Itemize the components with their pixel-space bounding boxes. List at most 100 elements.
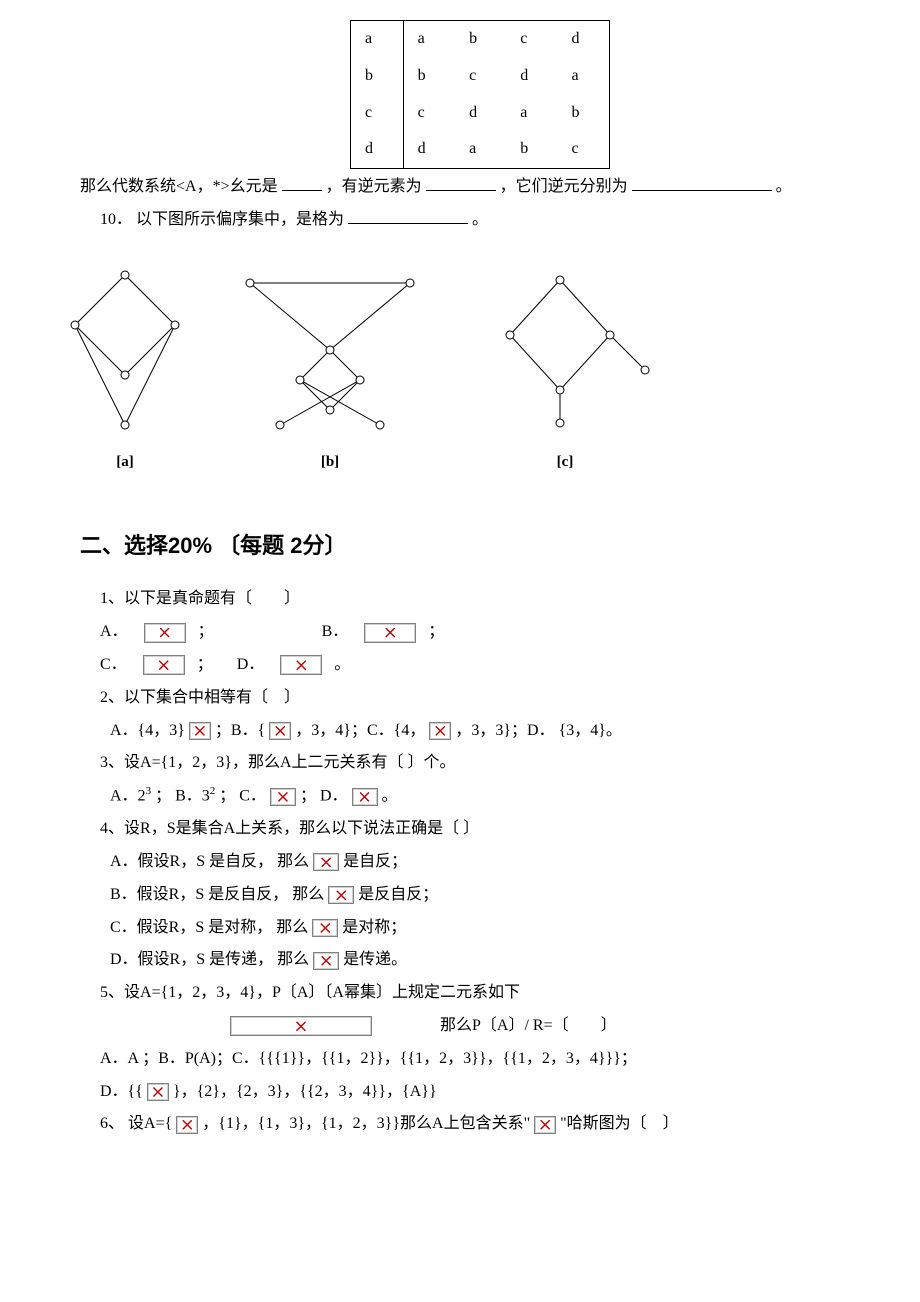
sep: 。	[334, 656, 350, 673]
part: "哈斯图为〔 〕	[560, 1115, 679, 1132]
part: ，3，4}；C．{4，	[295, 722, 425, 739]
broken-image-icon	[230, 1016, 372, 1036]
section2-points: 2	[290, 533, 302, 558]
blank	[426, 174, 496, 191]
hasse-c-svg	[470, 265, 660, 435]
cell: d	[506, 58, 557, 95]
exp: 2	[210, 785, 216, 797]
s2q5-D: D．{{ }，{2}，{2，3}，{{2，3，4}}，{A}}	[80, 1078, 840, 1107]
part: }，{2}，{2，3}，{{2，3，4}}，{A}}	[173, 1083, 437, 1100]
opt-D: D．	[237, 656, 265, 673]
broken-image-icon	[280, 655, 322, 675]
hasse-a-svg	[60, 265, 190, 435]
diagram-a: [a]	[60, 265, 190, 476]
cell: b	[558, 95, 610, 132]
cell: a	[403, 21, 455, 58]
diagram-label-a: [a]	[116, 449, 134, 476]
diagram-b: [b]	[230, 265, 430, 476]
broken-image-icon	[312, 919, 338, 937]
s2q5-A: A．A ；B．P(A)；C．{{{1}}，{{1，2}}，{{1，2，3}}，{…	[80, 1045, 840, 1074]
part: ； D．	[300, 787, 348, 804]
blank	[632, 174, 772, 191]
exp: 3	[146, 785, 152, 797]
cell: d	[558, 21, 610, 58]
part: ；B．{	[215, 722, 265, 739]
q10-end: 。	[472, 211, 488, 228]
q9-end: 。	[776, 178, 792, 195]
diagram-label-b: [b]	[321, 449, 339, 476]
sep: ；	[198, 623, 214, 640]
cell: c	[403, 95, 455, 132]
part: D．假设R，S 是传递， 那么	[110, 951, 309, 968]
broken-image-icon	[534, 1116, 556, 1134]
q-num: 5、	[100, 984, 124, 1001]
part: A．{4，3}	[110, 722, 185, 739]
cell: b	[403, 58, 455, 95]
broken-image-icon	[176, 1116, 198, 1134]
part: 是对称；	[342, 919, 406, 936]
s2q3: 3、设A={1，2，3}，那么A上二元关系有〔 〕个。	[80, 749, 840, 778]
section2-suf2: 分〕	[303, 533, 347, 558]
section2-suf1: 〔每题	[212, 533, 290, 558]
part: ，{1}，{1，3}，{1，2，3}}那么A上包含关系"	[202, 1115, 530, 1132]
part: B．假设R，S 是反自反， 那么	[110, 886, 324, 903]
s2q4: 4、设R，S是集合A上关系，那么以下说法正确是〔 〕	[80, 815, 840, 844]
cell: b	[455, 21, 506, 58]
s2q1: 1、以下是真命题有〔 〕	[80, 585, 840, 614]
s2q4-D: D．假设R，S 是传递， 那么 是传递。	[80, 946, 840, 975]
broken-image-icon	[364, 623, 416, 643]
cell: a	[455, 131, 506, 168]
cell: a	[506, 95, 557, 132]
s2q6: 6、 设A={ ，{1}，{1，3}，{1，2，3}}那么A上包含关系" "哈斯…	[80, 1110, 840, 1139]
opt-B: B．	[322, 623, 349, 640]
section2-prefix: 二、选择	[80, 533, 168, 558]
blank	[348, 207, 468, 224]
section2-heading: 二、选择20% 〔每题 2分〕	[80, 526, 840, 566]
sep: ；	[428, 623, 444, 640]
cell: b	[506, 131, 557, 168]
s2q2-opts: A．{4，3} ；B．{ ，3，4}；C．{4， ，3，3}；D． {3，4}。	[80, 717, 840, 746]
q-num: 6、	[100, 1115, 124, 1132]
part: 设A={	[128, 1115, 172, 1132]
cell: c	[455, 58, 506, 95]
cell: c	[558, 131, 610, 168]
broken-image-icon	[143, 655, 185, 675]
diagram-label-c: [c]	[557, 449, 574, 476]
q9-mid2: ，它们逆元分别为	[500, 178, 628, 195]
part: 是反自反；	[358, 886, 438, 903]
part: A．2	[110, 787, 146, 804]
diagram-row: [a]	[60, 265, 840, 476]
s2q4-C: C．假设R，S 是对称， 那么 是对称；	[80, 914, 840, 943]
s2q1-cd: C． ； D． 。	[80, 651, 840, 680]
s2q5-rel: 那么P〔A〕/ R=〔 〕	[80, 1012, 840, 1041]
cell: b	[351, 58, 404, 95]
cell: d	[455, 95, 506, 132]
broken-image-icon	[144, 623, 186, 643]
opt-A: A．	[100, 623, 128, 640]
s2q4-B: B．假设R，S 是反自反， 那么 是反自反；	[80, 881, 840, 910]
q10-num: 10．	[100, 211, 132, 228]
q-num: 2、	[100, 689, 124, 706]
section2-pct: 20%	[168, 533, 212, 558]
s2q5: 5、设A={1，2，3，4}，P〔A〕〔A幂集〕上规定二元系如下	[80, 979, 840, 1008]
broken-image-icon	[270, 788, 296, 806]
cell: c	[506, 21, 557, 58]
q-num: 1、	[100, 590, 124, 607]
broken-image-icon	[429, 722, 451, 740]
broken-image-icon	[352, 788, 378, 806]
part: ； B．3	[155, 787, 210, 804]
sep: ；	[197, 656, 213, 673]
part: 是自反；	[343, 853, 407, 870]
cell: a	[351, 21, 404, 58]
q-text: 以下是真命题有〔 〕	[124, 590, 300, 607]
broken-image-icon	[328, 886, 354, 904]
q-num: 3、	[100, 754, 124, 771]
part: ； C．	[219, 787, 266, 804]
q9-mid1: ，有逆元素为	[326, 178, 422, 195]
s2q3-opts: A．23 ； B．32 ； C． ； D． 。	[80, 782, 840, 811]
broken-image-icon	[189, 722, 211, 740]
s2q2: 2、以下集合中相等有〔 〕	[80, 684, 840, 713]
q9-line: 那么代数系统<A，*>幺元是 ，有逆元素为 ，它们逆元分别为 。	[80, 173, 840, 202]
s2q1-ab: A． ； B． ；	[80, 618, 840, 647]
cell: c	[351, 95, 404, 132]
